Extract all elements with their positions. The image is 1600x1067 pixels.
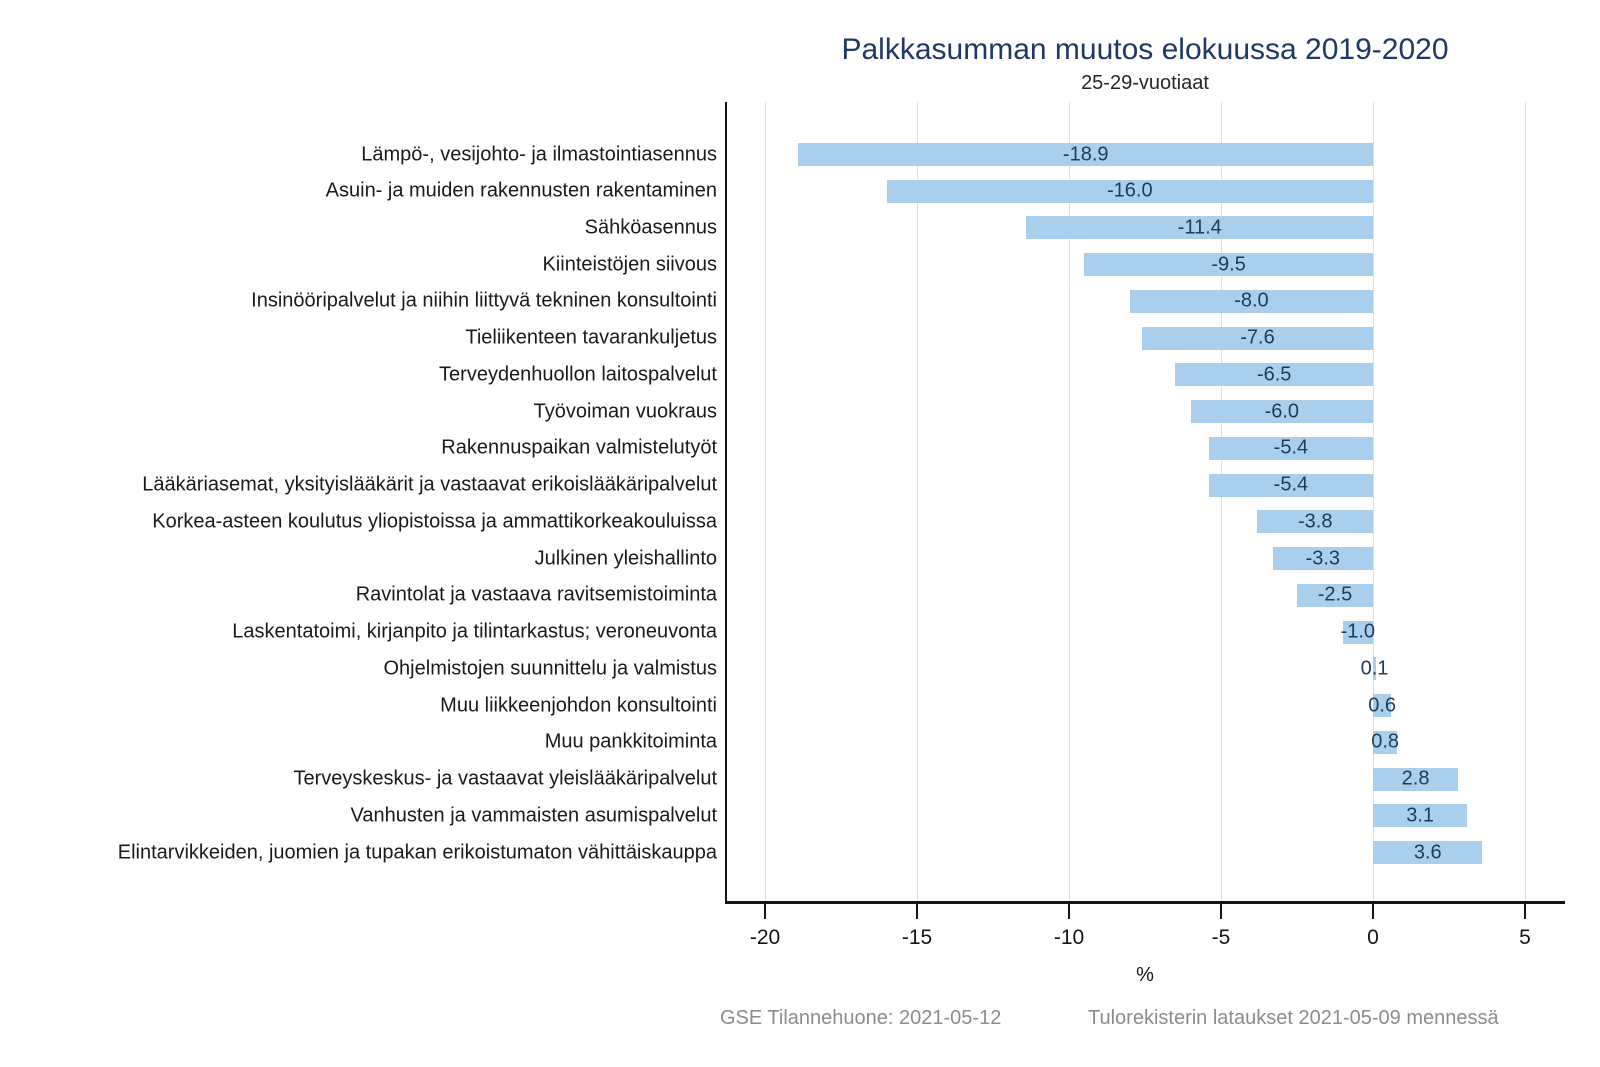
bar <box>1373 657 1377 681</box>
bar <box>1084 253 1373 277</box>
bar-value-label: -6.0 <box>1264 400 1300 423</box>
category-label: Sähköasennus <box>584 216 717 239</box>
bar <box>1208 436 1373 460</box>
bar-value-label: -11.4 <box>1177 216 1222 239</box>
category-label: Julkinen yleishallinto <box>534 547 717 570</box>
x-tick <box>1220 904 1222 919</box>
x-tick-label: 5 <box>1519 926 1531 949</box>
x-tick-label: -20 <box>749 926 781 949</box>
category-label: Lämpö-, vesijohto- ja ilmastointiasennus <box>361 143 717 165</box>
bar-value-label: -5.4 <box>1273 436 1309 459</box>
x-tick <box>1524 904 1526 919</box>
bar-value-label: 0.1 <box>1360 657 1389 680</box>
bar-value-label: -5.4 <box>1273 473 1309 496</box>
x-axis-title: % <box>1136 964 1154 986</box>
category-label: Insinööripalvelut ja niihin liittyvä tek… <box>251 289 717 312</box>
bar <box>1342 620 1373 644</box>
x-tick-label: -15 <box>901 926 933 949</box>
category-label: Vanhusten ja vammaisten asumispalvelut <box>350 804 717 827</box>
bar-value-label: -16.0 <box>1107 179 1153 202</box>
category-label: Ravintolat ja vastaava ravitsemistoimint… <box>355 583 717 606</box>
bar <box>1373 804 1468 828</box>
chart-subtitle: 25-29-vuotiaat <box>1081 72 1209 94</box>
bar-value-label: -18.9 <box>1062 143 1109 165</box>
x-tick-label: -5 <box>1211 926 1231 949</box>
category-label: Korkea-asteen koulutus yliopistoissa ja … <box>152 510 717 533</box>
x-axis-line <box>725 901 1565 904</box>
category-label: Muu liikkeenjohdon konsultointi <box>440 694 717 717</box>
chart-title: Palkkasumman muutos elokuussa 2019-2020 <box>841 33 1449 66</box>
bar-value-label: 0.6 <box>1368 694 1397 717</box>
bar-value-label: -3.8 <box>1298 510 1333 533</box>
x-tick <box>1372 904 1374 919</box>
bar <box>1373 694 1392 718</box>
bar <box>1208 473 1373 497</box>
category-label: Asuin- ja muiden rakennusten rakentamine… <box>325 179 717 202</box>
x-tick <box>764 904 766 919</box>
bar-value-label: -9.5 <box>1211 253 1246 276</box>
bar-value-label: -3.3 <box>1305 547 1341 570</box>
bar <box>1190 400 1373 424</box>
bar-value-label: 3.1 <box>1406 804 1435 827</box>
x-tick-label: 0 <box>1367 926 1379 949</box>
bar <box>798 143 1373 166</box>
x-tick <box>1068 904 1070 919</box>
y-axis-line <box>725 102 727 904</box>
category-label: Terveydenhuollon laitospalvelut <box>439 363 717 386</box>
category-label: Tieliikenteen tavarankuljetus <box>465 326 717 349</box>
bar-value-label: 0.8 <box>1371 730 1400 753</box>
bar <box>1373 730 1398 754</box>
gridline <box>916 102 918 902</box>
bar-value-label: -6.5 <box>1256 363 1292 386</box>
gridline <box>1524 102 1526 902</box>
bar <box>1272 547 1373 571</box>
gridline <box>1220 102 1222 902</box>
category-label: Kiinteistöjen siivous <box>542 253 717 276</box>
category-label: Ohjelmistojen suunnittelu ja valmistus <box>383 657 718 680</box>
category-label: Muu pankkitoiminta <box>544 730 717 753</box>
bar <box>1141 326 1373 350</box>
x-tick <box>916 904 918 919</box>
bar <box>1175 363 1373 387</box>
category-label: Laskentatoimi, kirjanpito ja tilintarkas… <box>232 620 717 643</box>
bar <box>886 179 1373 203</box>
bar-value-label: -2.5 <box>1317 583 1353 606</box>
x-tick-label: -10 <box>1053 926 1085 949</box>
bar-value-label: -8.0 <box>1234 289 1269 312</box>
category-label: Työvoiman vuokraus <box>533 400 717 423</box>
footer-source-left: GSE Tilannehuone: 2021-05-12 <box>720 1007 1002 1029</box>
bar-value-label: -7.6 <box>1240 326 1275 349</box>
category-label: Elintarvikkeiden, juomien ja tupakan eri… <box>117 841 717 864</box>
category-label: Lääkäriasemat, yksityislääkärit ja vasta… <box>142 473 717 496</box>
bar <box>1257 510 1373 534</box>
bar <box>1129 289 1373 313</box>
gridline <box>1372 102 1374 902</box>
category-label: Terveyskeskus- ja vastaavat yleislääkäri… <box>293 767 717 790</box>
bar-value-label: -1.0 <box>1340 620 1376 643</box>
bar <box>1026 216 1373 240</box>
gridline <box>764 102 766 902</box>
category-label: Rakennuspaikan valmistelutyöt <box>441 436 717 459</box>
bar <box>1373 767 1459 791</box>
gridline <box>1068 102 1070 902</box>
bar-value-label: 3.6 <box>1413 841 1442 864</box>
bar <box>1297 583 1373 607</box>
footer-source-right: Tulorekisterin lataukset 2021-05-09 menn… <box>1088 1007 1499 1029</box>
bar <box>1373 841 1483 865</box>
bar-value-label: 2.8 <box>1401 767 1430 790</box>
